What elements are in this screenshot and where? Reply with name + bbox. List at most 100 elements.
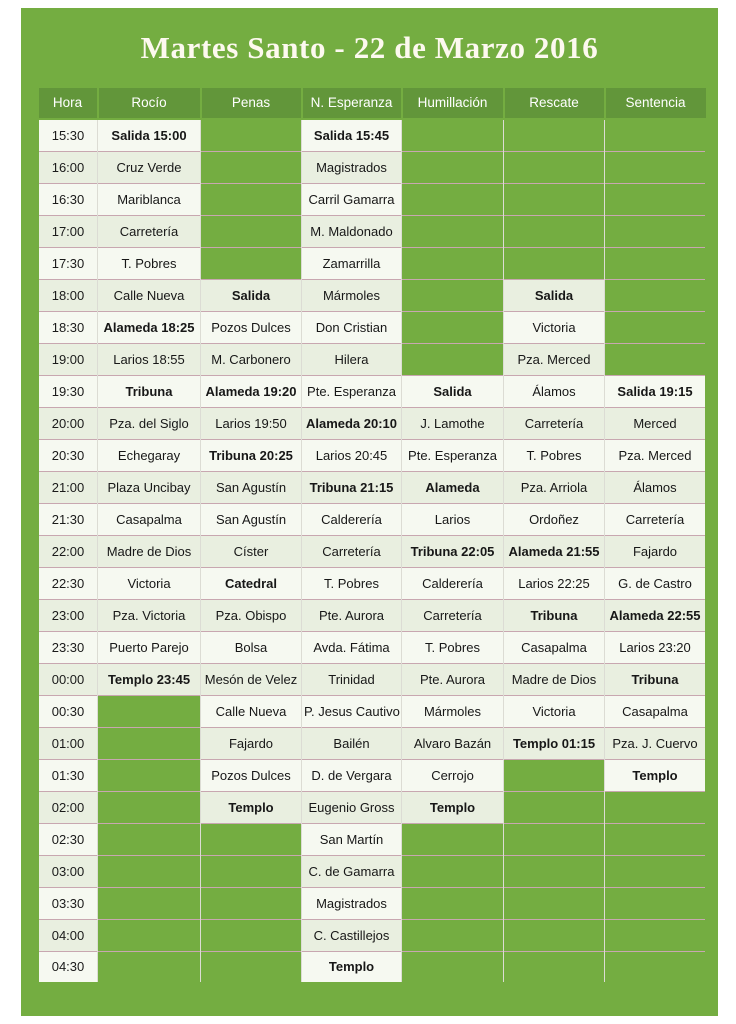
cell-roc-o: Tribuna	[97, 374, 201, 407]
table-row: 21:30 Casapalma San Agustín Calderería Lario…	[36, 502, 708, 535]
table-row: 23:30 Puerto Parejo Bolsa Avda. Fátima T. Po…	[36, 630, 708, 663]
cell-sentencia: Larios 23:20	[604, 630, 708, 663]
cell-hora: 19:30	[36, 374, 98, 407]
table-row: 00:30 Calle Nueva P. Jesus Cautivo Mármoles…	[36, 694, 708, 727]
cell-n-esperanza: Trinidad	[301, 662, 402, 695]
cell-penas: Calle Nueva	[200, 694, 302, 727]
cell-humillaci-n: Cerrojo	[401, 758, 504, 791]
column-header-roc-o: Rocío	[96, 86, 202, 120]
cell-humillaci-n: Alvaro Bazán	[401, 726, 504, 759]
cell-penas: Pza. Obispo	[200, 598, 302, 631]
cell-penas: Templo	[200, 790, 302, 823]
cell-humillaci-n: Larios	[401, 502, 504, 535]
cell-hora: 15:30	[36, 119, 98, 151]
cell-penas: San Agustín	[200, 502, 302, 535]
cell-hora: 19:00	[36, 342, 98, 375]
cell-hora: 17:30	[36, 246, 98, 279]
cell-penas: Larios 19:50	[200, 406, 302, 439]
cell-roc-o: Larios 18:55	[97, 342, 201, 375]
table-row: 23:00 Pza. Victoria Pza. Obispo Pte. Aurora…	[36, 598, 708, 631]
cell-n-esperanza: Don Cristian	[301, 310, 402, 343]
cell-hora: 20:00	[36, 406, 98, 439]
cell-humillaci-n: Mármoles	[401, 694, 504, 727]
cell-penas: Pozos Dulces	[200, 758, 302, 791]
cell-rescate: Pza. Arriola	[503, 470, 605, 503]
cell-rescate: Madre de Dios	[503, 662, 605, 695]
table-row: 21:00 Plaza Uncibay San Agustín Tribuna 21:…	[36, 470, 708, 503]
cell-roc-o: Templo 23:45	[97, 662, 201, 695]
cell-roc-o: Alameda 18:25	[97, 310, 201, 343]
cell-penas: Salida	[200, 278, 302, 311]
table-row: 18:30 Alameda 18:25 Pozos Dulces Don Cristi…	[36, 310, 707, 343]
cell-n-esperanza: P. Jesus Cautivo	[301, 694, 402, 727]
cell-rescate: Templo 01:15	[503, 726, 605, 759]
cell-roc-o: T. Pobres	[97, 246, 201, 279]
table-row: 04:30 Templo	[36, 950, 707, 985]
table-row: 20:30 Echegaray Tribuna 20:25 Larios 20:45 P…	[36, 438, 708, 471]
table-header-row: Hora Rocío Penas N. Esperanza Humillación Res…	[36, 86, 708, 120]
cell-roc-o: Carretería	[97, 214, 201, 247]
cell-rescate: Pza. Merced	[503, 342, 605, 375]
table-row: 22:00 Madre de Dios Císter Carretería Tribun…	[36, 534, 708, 567]
table-row: 01:30 Pozos Dulces D. de Vergara Cerrojo Tem…	[36, 758, 708, 791]
cell-hora: 03:00	[36, 854, 98, 887]
cell-rescate: T. Pobres	[503, 438, 605, 471]
cell-hora: 21:30	[36, 502, 98, 535]
table-row: 17:30 T. Pobres Zamarrilla	[36, 246, 707, 279]
cell-humillaci-n: Pte. Esperanza	[401, 438, 504, 471]
cell-n-esperanza: Bailén	[301, 726, 402, 759]
cell-n-esperanza: T. Pobres	[301, 566, 402, 599]
cell-roc-o: Mariblanca	[97, 182, 201, 215]
cell-roc-o: Victoria	[97, 566, 201, 599]
cell-hora: 01:00	[36, 726, 98, 759]
table-row: 16:00 Cruz Verde Magistrados	[36, 150, 707, 183]
cell-roc-o: Pza. del Siglo	[97, 406, 201, 439]
cell-penas: Císter	[200, 534, 302, 567]
cell-hora: 18:30	[36, 310, 98, 343]
cell-n-esperanza: San Martín	[301, 822, 402, 855]
schedule-table: Hora Rocío Penas N. Esperanza Humillación Res…	[36, 86, 708, 985]
cell-roc-o: Echegaray	[97, 438, 201, 471]
cell-humillaci-n: Templo	[401, 790, 504, 823]
cell-hora: 22:30	[36, 566, 98, 599]
cell-n-esperanza: Avda. Fátima	[301, 630, 402, 663]
cell-hora: 04:30	[36, 950, 98, 985]
cell-n-esperanza: Carretería	[301, 534, 402, 567]
cell-roc-o: Pza. Victoria	[97, 598, 201, 631]
table-row: 20:00 Pza. del Siglo Larios 19:50 Alameda 2…	[36, 406, 708, 439]
cell-humillaci-n: Alameda	[401, 470, 504, 503]
table-row: 01:00 Fajardo Bailén Alvaro Bazán Templo 01:…	[36, 726, 708, 759]
cell-penas: Alameda 19:20	[200, 374, 302, 407]
cell-penas: Fajardo	[200, 726, 302, 759]
cell-sentencia: Templo	[604, 758, 708, 791]
table-row: 03:00 C. de Gamarra	[36, 854, 707, 887]
cell-sentencia: Pza. J. Cuervo	[604, 726, 708, 759]
cell-roc-o: Calle Nueva	[97, 278, 201, 311]
cell-roc-o: Salida 15:00	[97, 119, 201, 151]
table-row: 03:30 Magistrados	[36, 886, 707, 919]
table-row: 15:30 Salida 15:00 Salida 15:45	[36, 119, 707, 151]
table-row: 02:30 San Martín	[36, 822, 707, 855]
table-header: Hora Rocío Penas N. Esperanza Humillación Res…	[36, 86, 708, 120]
cell-n-esperanza: Carril Gamarra	[301, 182, 402, 215]
cell-hora: 02:00	[36, 790, 98, 823]
cell-humillaci-n: Tribuna 22:05	[401, 534, 504, 567]
cell-n-esperanza: Hilera	[301, 342, 402, 375]
table-row: 02:00 Templo Eugenio Gross Templo	[36, 790, 707, 823]
cell-hora: 00:00	[36, 662, 98, 695]
column-header-rescate: Rescate	[502, 86, 606, 120]
cell-n-esperanza: C. Castillejos	[301, 918, 402, 951]
column-header-sentencia: Sentencia	[603, 86, 708, 120]
cell-n-esperanza: Salida 15:45	[301, 119, 402, 151]
cell-penas: Catedral	[200, 566, 302, 599]
cell-hora: 02:30	[36, 822, 98, 855]
column-header-hora: Hora	[36, 86, 99, 120]
cell-humillaci-n: J. Lamothe	[401, 406, 504, 439]
cell-sentencia: Alameda 22:55	[604, 598, 708, 631]
table-row: 19:30 Tribuna Alameda 19:20 Pte. Esperanza S…	[36, 374, 708, 407]
cell-humillaci-n: Calderería	[401, 566, 504, 599]
column-header-humillaci-n: Humillación	[400, 86, 505, 120]
cell-hora: 22:00	[36, 534, 98, 567]
cell-rescate: Tribuna	[503, 598, 605, 631]
